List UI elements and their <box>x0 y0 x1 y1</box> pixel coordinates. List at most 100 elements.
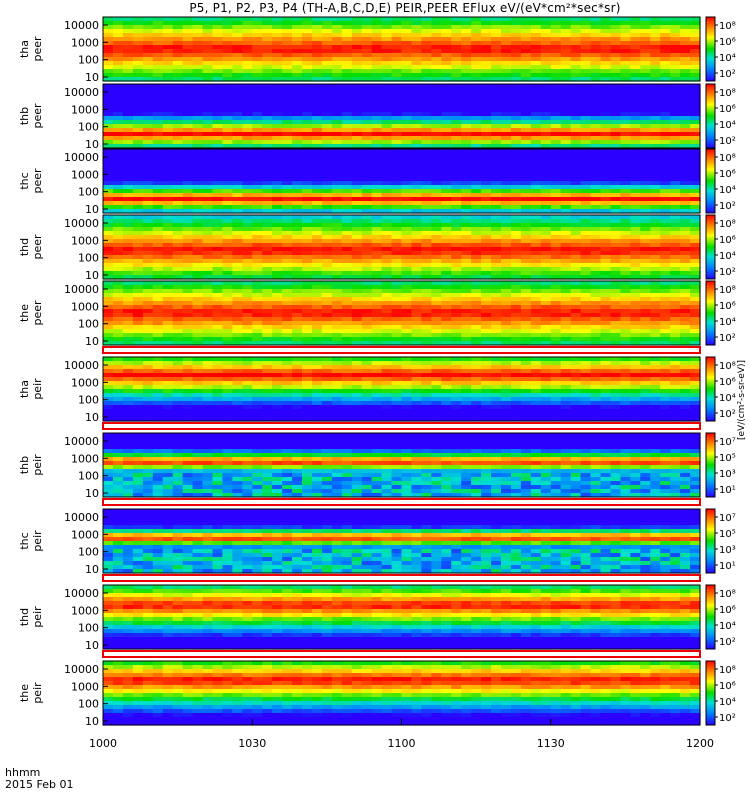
spectrogram-cell <box>331 49 343 54</box>
spectrogram-cell <box>580 267 592 272</box>
spectrogram-cell <box>650 193 661 198</box>
spectrogram-cell <box>252 128 263 133</box>
spectrogram-cell <box>670 128 681 133</box>
spectrogram-cell <box>192 149 204 154</box>
spectrogram-cell <box>421 153 432 158</box>
spectrogram-cell <box>282 161 293 166</box>
spectrogram-cell <box>540 53 552 58</box>
spectrogram-cell <box>292 219 303 224</box>
spectrogram-cell <box>182 313 194 318</box>
spectrogram-cell <box>381 84 393 89</box>
spectrogram-cell <box>481 120 492 125</box>
spectrogram-cell <box>491 124 502 129</box>
spectrogram-cell <box>401 41 413 46</box>
spectrogram-cell <box>620 285 631 290</box>
spectrogram-cell <box>640 185 651 190</box>
spectrogram-cell <box>132 285 144 290</box>
spectrogram-cell <box>550 281 562 286</box>
spectrogram-cell <box>311 92 323 97</box>
spectrogram-cell <box>172 197 184 202</box>
spectrogram-cell <box>272 267 283 272</box>
spectrogram-cell <box>600 45 612 50</box>
spectrogram-cell <box>560 17 572 22</box>
spectrogram-cell <box>650 267 661 272</box>
spectrogram-cell <box>590 161 602 166</box>
spectrogram-cell <box>262 112 273 117</box>
spectrogram-cell <box>520 128 532 133</box>
spectrogram-cell <box>550 247 562 252</box>
spectrogram-cell <box>292 45 303 50</box>
spectrogram-cell <box>311 281 323 286</box>
spectrogram-cell <box>660 120 671 125</box>
spectrogram-cell <box>590 153 602 158</box>
spectrogram-cell <box>680 239 691 244</box>
spectrogram-cell <box>142 77 154 82</box>
spectrogram-cell <box>451 255 462 260</box>
spectrogram-cell <box>451 165 462 170</box>
spectrogram-cell <box>351 112 363 117</box>
spectrogram-cell <box>302 132 313 137</box>
spectrogram-cell <box>441 73 452 78</box>
spectrogram-cell <box>192 227 204 232</box>
spectrogram-cell <box>550 325 562 330</box>
spectrogram-cell <box>431 223 442 228</box>
spectrogram-cell <box>351 301 363 306</box>
spectrogram-cell <box>321 100 333 105</box>
spectrogram-cell <box>570 96 582 101</box>
spectrogram-cell <box>590 61 602 66</box>
spectrogram-cell <box>461 251 472 256</box>
spectrogram-cell <box>660 181 671 186</box>
spectrogram-cell <box>222 84 233 89</box>
spectrogram-cell <box>650 321 661 326</box>
spectrogram-cell <box>560 120 572 125</box>
spectrogram-cell <box>192 169 204 174</box>
spectrogram-cell <box>152 49 164 54</box>
spectrogram-cell <box>212 271 223 276</box>
spectrogram-cell <box>620 73 631 78</box>
spectrogram-cell <box>381 325 393 330</box>
spectrogram-cell <box>610 281 621 286</box>
spectrogram-cell <box>590 33 602 38</box>
spectrogram-cell <box>321 325 333 330</box>
spectrogram-cell <box>610 108 621 113</box>
spectrogram-cell <box>471 88 482 93</box>
spectrogram-cell <box>132 116 144 121</box>
spectrogram-cell <box>690 169 701 174</box>
spectrogram-cell <box>302 157 313 162</box>
spectrogram-cell <box>122 41 134 46</box>
spectrogram-cell <box>351 149 363 154</box>
spectrogram-cell <box>481 92 492 97</box>
spectrogram-cell <box>192 193 204 198</box>
spectrogram-cell <box>560 255 572 260</box>
spectrogram-cell <box>411 112 422 117</box>
spectrogram-cell <box>481 305 492 310</box>
spectrogram-cell <box>242 293 253 298</box>
spectrogram-cell <box>152 373 164 378</box>
spectrogram-cell <box>361 301 373 306</box>
spectrogram-cell <box>103 189 114 194</box>
spectrogram-cell <box>431 321 442 326</box>
spectrogram-cell <box>162 259 174 264</box>
spectrogram-cell <box>112 108 124 113</box>
spectrogram-cell <box>491 116 502 121</box>
spectrogram-cell <box>520 136 532 141</box>
spectrogram-cell <box>481 65 492 70</box>
spectrogram-cell <box>212 45 223 50</box>
spectrogram-cell <box>132 65 144 70</box>
spectrogram-cell <box>451 209 462 214</box>
spectrogram-cell <box>132 259 144 264</box>
spectrogram-cell <box>122 321 134 326</box>
spectrogram-cell <box>401 61 413 66</box>
spectrogram-cell <box>112 132 124 137</box>
spectrogram-cell <box>351 65 363 70</box>
spectrogram-cell <box>461 57 472 62</box>
spectrogram-cell <box>580 309 592 314</box>
spectrogram-cell <box>222 259 233 264</box>
spectrogram-cell <box>182 92 194 97</box>
spectrogram-cell <box>690 108 701 113</box>
spectrogram-cell <box>311 215 323 220</box>
spectrogram-cell <box>530 49 542 54</box>
spectrogram-cell <box>670 144 681 149</box>
spectrogram-cell <box>580 325 592 330</box>
spectrogram-cell <box>162 41 174 46</box>
